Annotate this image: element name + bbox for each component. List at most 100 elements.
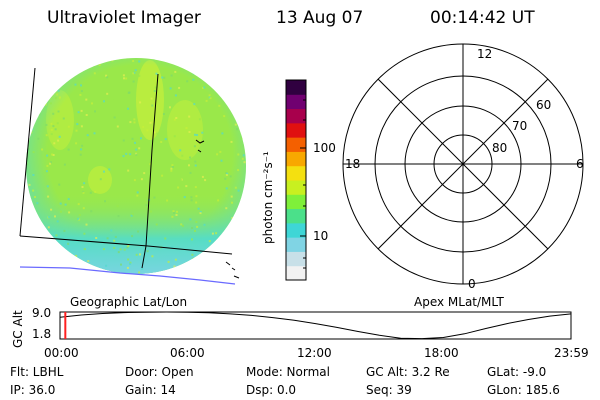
globe-speckle-pixel [138, 60, 141, 63]
globe-speckle-pixel [45, 123, 48, 126]
globe-parallel [147, 245, 233, 255]
globe-speckle-pixel [49, 92, 52, 95]
globe-speckle-pixel [103, 170, 105, 173]
globe-speckle-pixel [44, 70, 47, 73]
globe-speckle-pixel [116, 125, 119, 128]
globe-speckle-pixel [146, 250, 149, 253]
globe-speckle-pixel [179, 149, 182, 152]
polar-mlat-label: 60 [536, 98, 552, 112]
globe-speckle-pixel [231, 241, 234, 244]
globe-speckle-pixel [133, 118, 136, 121]
globe-speckle-pixel [197, 71, 200, 74]
globe-speckle-pixel [199, 210, 202, 213]
globe-speckle-pixel [231, 201, 233, 204]
globe-projection-label: Geographic Lat/Lon [70, 295, 188, 309]
globe-speckle-pixel [225, 187, 228, 190]
globe-speckle-pixel [85, 98, 88, 101]
colorbar-segment [286, 151, 306, 167]
colorbar-segment [286, 108, 306, 124]
globe-speckle-pixel [31, 127, 34, 130]
globe-speckle-pixel [138, 271, 141, 274]
globe-speckle-pixel [80, 84, 82, 87]
altitude-xtick-label: 06:00 [170, 346, 205, 360]
globe-speckle-pixel [117, 215, 120, 218]
glat-readout: GLat: -9.0 [487, 365, 547, 379]
globe-speckle-pixel [203, 86, 206, 89]
globe-speckle-pixel [176, 210, 178, 213]
globe-speckle-pixel [99, 178, 102, 181]
globe-speckle-pixel [49, 61, 51, 64]
globe-speckle-pixel [146, 129, 149, 132]
globe-speckle-pixel [133, 121, 136, 124]
globe-speckle-pixel [234, 231, 237, 234]
globe-speckle-pixel [103, 248, 105, 251]
globe-speckle-pixel [170, 167, 173, 170]
globe-speckle-pixel [172, 210, 175, 213]
globe-speckle-pixel [224, 177, 227, 180]
globe-speckle-pixel [185, 127, 188, 130]
globe-speckle-pixel [56, 220, 59, 223]
globe-speckle-pixel [106, 76, 109, 79]
gcalt-readout: GC Alt: 3.2 Re [366, 365, 450, 379]
globe-speckle-pixel [129, 153, 132, 156]
globe-speckle-pixel [173, 265, 176, 268]
globe-speckle-pixel [153, 90, 156, 92]
globe-speckle-pixel [158, 144, 161, 147]
globe-speckle-pixel [238, 230, 241, 233]
glon-readout: GLon: 185.6 [487, 383, 560, 397]
globe-speckle-pixel [170, 169, 173, 172]
globe-speckle-pixel [225, 207, 228, 210]
colorbar-segment [286, 265, 306, 281]
globe-speckle-pixel [57, 139, 60, 142]
globe-speckle-pixel [42, 81, 45, 84]
globe-speckle-pixel [149, 163, 152, 166]
globe-speckle-pixel [160, 141, 163, 143]
colorbar-unit-label: photon cm⁻²s⁻¹ [261, 151, 275, 244]
globe-speckle-pixel [169, 106, 171, 109]
globe-speckle-pixel [188, 115, 191, 118]
globe-speckle-pixel [220, 159, 223, 162]
globe-speckle-pixel [150, 97, 153, 100]
globe-speckle-pixel [161, 76, 164, 79]
globe-speckle-pixel [32, 189, 35, 192]
globe-speckle-pixel [57, 89, 60, 92]
globe-speckle-pixel [62, 117, 65, 120]
globe-speckle-pixel [134, 69, 137, 72]
globe-speckle-pixel [50, 208, 53, 211]
globe-speckle-pixel [241, 157, 244, 160]
globe-speckle-pixel [117, 140, 120, 143]
globe-speckle-pixel [58, 96, 61, 99]
globe-speckle-pixel [140, 178, 143, 181]
globe-speckle-pixel [234, 123, 237, 126]
globe-speckle-pixel [47, 226, 50, 229]
globe-speckle-pixel [140, 137, 142, 140]
globe-speckle-pixel [63, 229, 66, 232]
globe-speckle-pixel [178, 63, 181, 66]
globe-speckle-pixel [55, 97, 58, 100]
globe-speckle-pixel [52, 154, 55, 156]
globe-speckle-pixel [68, 211, 71, 214]
globe-speckle-pixel [131, 235, 134, 238]
globe-speckle-pixel [188, 131, 191, 133]
globe-speckle-pixel [111, 97, 114, 100]
globe-speckle-pixel [26, 102, 29, 104]
globe-speckle-pixel [137, 230, 140, 233]
globe-speckle-pixel [244, 241, 246, 244]
globe-speckle-pixel [120, 263, 122, 266]
globe-speckle-pixel [199, 272, 202, 274]
globe-speckle-pixel [191, 257, 194, 260]
globe-speckle-pixel [166, 199, 169, 202]
globe-speckle-pixel [173, 212, 175, 214]
globe-speckle-pixel [195, 195, 198, 198]
globe-speckle-pixel [113, 116, 116, 119]
globe-speckle-pixel [105, 264, 108, 267]
globe-speckle-pixel [177, 193, 180, 196]
globe-speckle-pixel [67, 125, 70, 128]
globe-speckle-pixel [80, 90, 83, 93]
globe-speckle-pixel [209, 97, 212, 100]
globe-speckle-pixel [89, 191, 92, 194]
globe-speckle-pixel [93, 72, 96, 75]
globe-speckle-pixel [201, 131, 204, 134]
globe-speckle-pixel [29, 224, 32, 227]
globe-speckle-pixel [208, 267, 211, 270]
